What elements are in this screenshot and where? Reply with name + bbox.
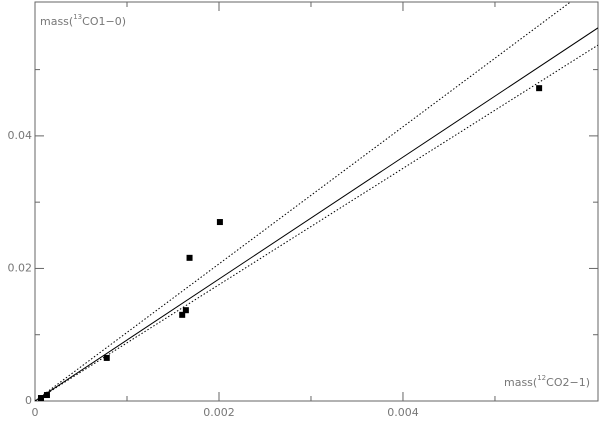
y-tick-label: 0.02 (8, 261, 33, 274)
point (179, 311, 186, 318)
point (182, 307, 189, 314)
label-part: CO1−0) (82, 15, 126, 28)
y-tick-label: 0.04 (8, 129, 33, 142)
point (536, 85, 543, 92)
plot-frame (34, 1, 599, 402)
label-sup: 12 (537, 374, 546, 382)
x-tick-label: 0.004 (387, 406, 419, 419)
y-tick-label: 0 (25, 394, 32, 407)
point (103, 354, 110, 361)
fit-line (35, 44, 598, 401)
point (43, 392, 50, 399)
x-axis-label: mass(12CO2−1) (504, 374, 590, 389)
label-sup: 13 (73, 13, 82, 21)
point (37, 395, 44, 402)
y-axis-label: mass(13CO1−0) (40, 13, 126, 28)
x-tick-label: 0.002 (203, 406, 235, 419)
label-part: mass( (40, 15, 73, 28)
label-part: CO2−1) (546, 376, 590, 389)
fit-line (35, 2, 571, 401)
x-tick-label: 0 (32, 406, 39, 419)
point (186, 254, 193, 261)
label-part: mass( (504, 376, 537, 389)
fit-line (35, 27, 598, 401)
point (216, 219, 223, 226)
